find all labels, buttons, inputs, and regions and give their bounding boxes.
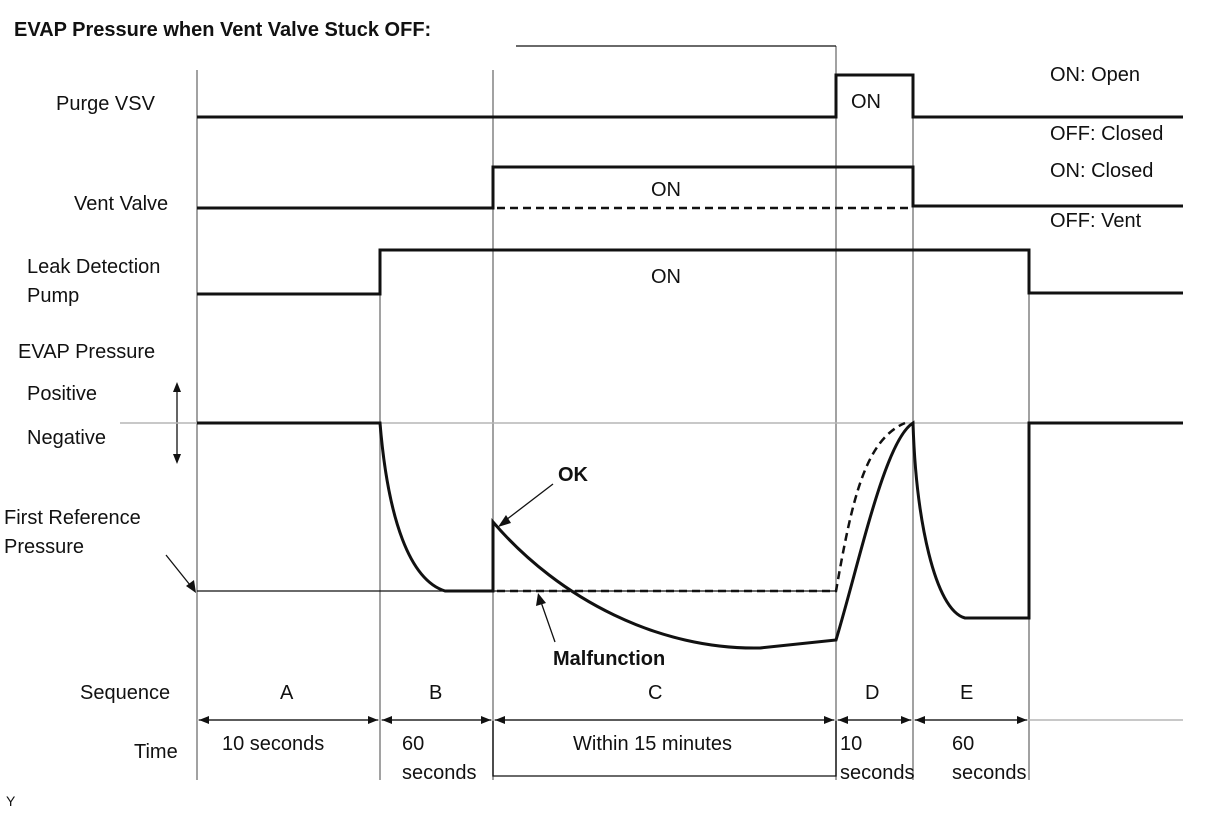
malfunction-annotation: Malfunction (553, 648, 665, 670)
ok-arrow (498, 483, 554, 527)
purge-vsv-on-state: ON: Open (1050, 64, 1140, 86)
row-label-leak-pump-1: Leak Detection (27, 256, 160, 278)
row-label-vent-valve: Vent Valve (74, 193, 168, 215)
duration-e-2: seconds (952, 762, 1027, 784)
leak-pump-on-label: ON (651, 266, 681, 288)
label-positive: Positive (27, 383, 97, 405)
phase-c-box (492, 720, 837, 777)
corner-mark: Y (6, 793, 16, 809)
duration-d-2: seconds (840, 762, 915, 784)
purge-vsv-signal (197, 73, 1183, 119)
row-label-leak-pump-2: Pump (27, 285, 79, 307)
evap-pressure-malfunction-dashed (497, 421, 906, 593)
sequence-b: B (429, 682, 442, 704)
label-negative: Negative (27, 427, 106, 449)
ok-annotation: OK (558, 464, 589, 486)
vent-valve-off-state: OFF: Vent (1050, 210, 1142, 232)
malfunction-arrow (536, 593, 556, 643)
leak-pump-signal (197, 248, 1183, 296)
row-label-sequence: Sequence (80, 682, 170, 704)
vent-valve-signal (197, 165, 1183, 210)
first-reference-arrow (165, 554, 196, 593)
label-first-reference-1: First Reference (4, 507, 141, 529)
duration-b-2: seconds (402, 762, 477, 784)
purge-vsv-off-state: OFF: Closed (1050, 123, 1163, 145)
purge-vsv-on-label: ON (851, 91, 881, 113)
row-label-evap-pressure: EVAP Pressure (18, 341, 155, 363)
duration-a: 10 seconds (222, 733, 324, 755)
evap-pressure-trace (197, 420, 1183, 650)
row-label-purge-vsv: Purge VSV (56, 93, 156, 115)
diagram-title: EVAP Pressure when Vent Valve Stuck OFF: (14, 19, 431, 41)
duration-d-1: 10 (840, 733, 862, 755)
duration-b-1: 60 (402, 733, 424, 755)
sequence-a: A (280, 682, 294, 704)
sequence-d: D (865, 682, 879, 704)
sequence-c: C (648, 682, 662, 704)
row-label-time: Time (134, 741, 178, 763)
duration-e-1: 60 (952, 733, 974, 755)
vent-valve-on-state: ON: Closed (1050, 160, 1153, 182)
sequence-e: E (960, 682, 973, 704)
label-first-reference-2: Pressure (4, 536, 84, 558)
time-span-arrows (199, 716, 1027, 724)
vent-valve-on-label: ON (651, 179, 681, 201)
duration-c: Within 15 minutes (573, 733, 732, 755)
